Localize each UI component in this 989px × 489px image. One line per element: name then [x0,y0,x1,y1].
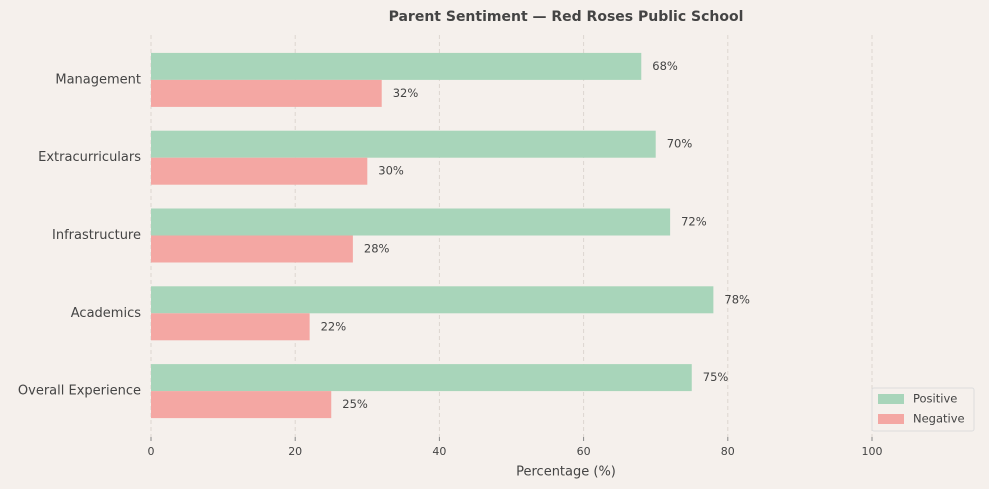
legend-label: Positive [913,392,957,406]
y-tick-label: Extracurriculars [38,150,141,165]
chart-title: Parent Sentiment — Red Roses Public Scho… [389,9,744,25]
value-label: 22% [321,319,347,333]
value-label: 70% [667,137,693,151]
bar [151,286,714,314]
bar [151,235,353,263]
x-tick-label: 60 [577,445,591,458]
bar [151,79,382,107]
bar [151,208,671,236]
y-tick-label: Academics [71,306,141,321]
y-tick-label: Management [55,72,141,87]
bar [151,130,656,158]
legend-swatch [878,414,904,424]
value-label: 68% [652,59,678,73]
bar [151,157,368,185]
value-label: 78% [724,292,750,306]
bar [151,391,332,419]
value-label: 25% [342,397,368,411]
value-label: 72% [681,215,707,229]
bar [151,52,642,80]
x-tick-label: 20 [288,445,302,458]
x-tick-label: 80 [721,445,735,458]
y-tick-label: Overall Experience [18,384,141,399]
x-tick-label: 100 [862,445,883,458]
value-label: 28% [364,242,390,256]
x-tick-label: 40 [432,445,446,458]
value-label: 75% [703,370,729,384]
legend-label: Negative [913,412,965,426]
bar [151,313,310,341]
value-label: 32% [393,86,419,100]
x-axis-label: Percentage (%) [516,465,616,480]
bar [151,364,692,392]
value-label: 30% [378,164,404,178]
y-tick-label: Infrastructure [52,228,141,243]
x-tick-label: 0 [148,445,155,458]
legend-swatch [878,394,904,404]
